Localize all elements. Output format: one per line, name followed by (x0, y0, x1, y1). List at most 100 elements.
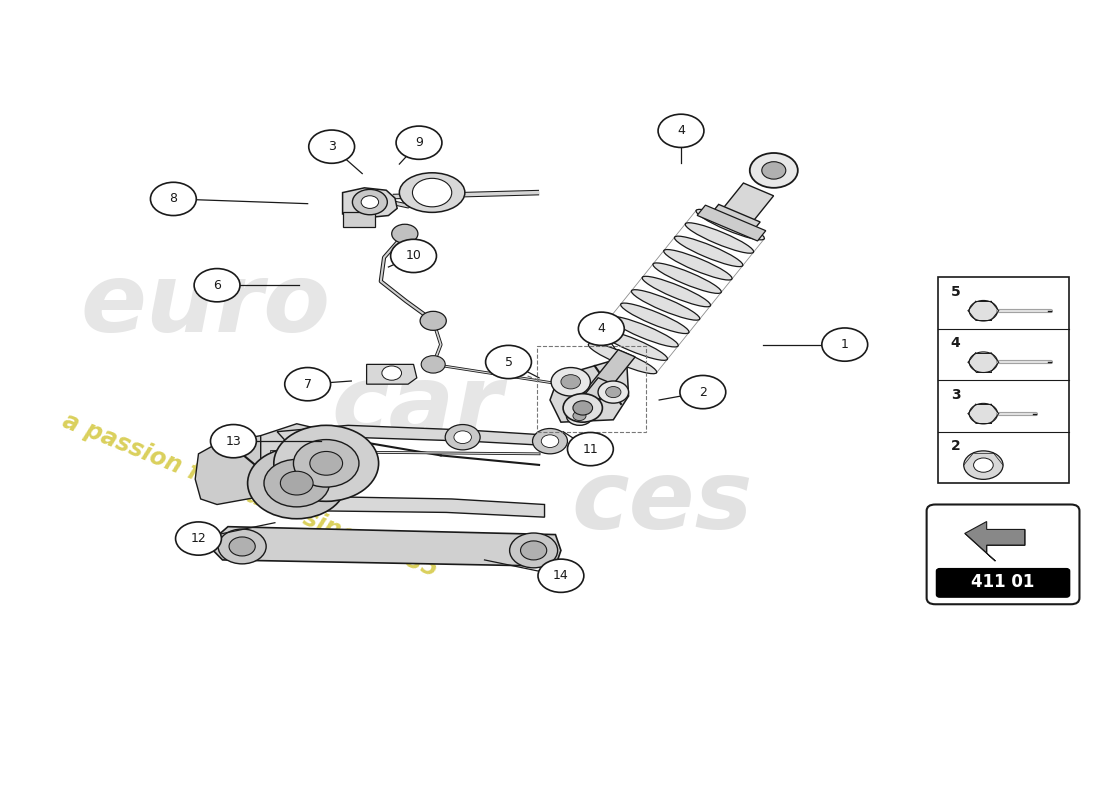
Ellipse shape (609, 317, 679, 347)
Text: 4: 4 (678, 124, 685, 138)
Text: 5: 5 (505, 355, 513, 369)
Ellipse shape (685, 222, 754, 254)
Circle shape (568, 433, 614, 466)
Text: 13: 13 (226, 434, 241, 448)
Circle shape (151, 182, 196, 215)
Circle shape (573, 401, 593, 415)
Circle shape (446, 425, 480, 450)
Circle shape (420, 311, 447, 330)
Text: ces: ces (572, 457, 754, 550)
Circle shape (309, 130, 354, 163)
Text: 11: 11 (583, 442, 598, 455)
Polygon shape (707, 204, 760, 236)
Circle shape (280, 471, 314, 495)
Circle shape (750, 153, 798, 188)
Circle shape (294, 439, 359, 487)
Polygon shape (584, 350, 635, 400)
Text: 411 01: 411 01 (971, 573, 1035, 591)
Circle shape (964, 451, 1003, 479)
Text: 1: 1 (840, 338, 849, 351)
Text: 2: 2 (950, 439, 960, 453)
Circle shape (285, 367, 331, 401)
Text: 2: 2 (698, 386, 707, 398)
Polygon shape (697, 205, 766, 241)
Circle shape (606, 386, 621, 398)
Circle shape (396, 126, 442, 159)
Polygon shape (266, 491, 544, 517)
Circle shape (264, 459, 330, 507)
Circle shape (532, 429, 568, 454)
Circle shape (561, 374, 581, 389)
Polygon shape (582, 378, 612, 404)
Ellipse shape (588, 343, 657, 374)
Circle shape (210, 425, 256, 458)
Text: 4: 4 (950, 336, 960, 350)
Circle shape (248, 447, 345, 518)
Text: 10: 10 (406, 250, 421, 262)
Circle shape (229, 537, 255, 556)
Circle shape (680, 375, 726, 409)
Ellipse shape (663, 250, 733, 280)
Circle shape (421, 356, 446, 373)
Circle shape (969, 301, 998, 321)
Text: 9: 9 (415, 136, 422, 150)
Circle shape (382, 366, 402, 380)
Text: 5: 5 (950, 285, 960, 298)
Ellipse shape (674, 236, 742, 266)
Ellipse shape (696, 210, 764, 240)
Circle shape (969, 352, 998, 373)
Circle shape (541, 435, 559, 447)
Text: 3: 3 (328, 140, 336, 153)
Circle shape (485, 346, 531, 378)
Circle shape (412, 178, 452, 207)
Polygon shape (550, 357, 628, 422)
Circle shape (352, 190, 387, 214)
Polygon shape (366, 364, 417, 384)
Text: 7: 7 (304, 378, 311, 390)
Polygon shape (342, 188, 397, 218)
Polygon shape (195, 436, 261, 505)
Ellipse shape (600, 330, 668, 360)
Polygon shape (342, 211, 375, 227)
Text: euro: euro (80, 258, 331, 351)
Ellipse shape (642, 276, 711, 306)
Circle shape (361, 196, 378, 209)
Ellipse shape (399, 173, 465, 212)
Circle shape (194, 269, 240, 302)
Circle shape (579, 312, 624, 346)
Polygon shape (277, 426, 556, 446)
Circle shape (762, 162, 785, 179)
Circle shape (310, 451, 342, 475)
Circle shape (598, 381, 628, 403)
Circle shape (509, 533, 558, 568)
Polygon shape (965, 522, 1025, 553)
Polygon shape (717, 183, 773, 229)
Ellipse shape (653, 263, 722, 294)
Circle shape (822, 328, 868, 362)
Text: car: car (332, 362, 503, 454)
Polygon shape (261, 424, 353, 514)
Text: 12: 12 (190, 532, 207, 545)
Circle shape (658, 114, 704, 147)
Circle shape (520, 541, 547, 560)
Ellipse shape (620, 303, 689, 334)
Text: 8: 8 (169, 193, 177, 206)
Circle shape (974, 458, 993, 472)
FancyBboxPatch shape (936, 569, 1069, 597)
Circle shape (566, 406, 593, 426)
Circle shape (454, 431, 472, 443)
Text: 3: 3 (950, 388, 960, 402)
Text: 14: 14 (553, 570, 569, 582)
Circle shape (551, 367, 591, 396)
Text: 6: 6 (213, 278, 221, 292)
FancyBboxPatch shape (937, 278, 1068, 483)
Circle shape (538, 559, 584, 592)
Circle shape (390, 239, 437, 273)
Circle shape (563, 394, 603, 422)
Circle shape (573, 411, 586, 421)
Ellipse shape (631, 290, 700, 320)
Circle shape (969, 403, 998, 424)
Circle shape (176, 522, 221, 555)
Circle shape (218, 529, 266, 564)
FancyBboxPatch shape (926, 505, 1079, 604)
